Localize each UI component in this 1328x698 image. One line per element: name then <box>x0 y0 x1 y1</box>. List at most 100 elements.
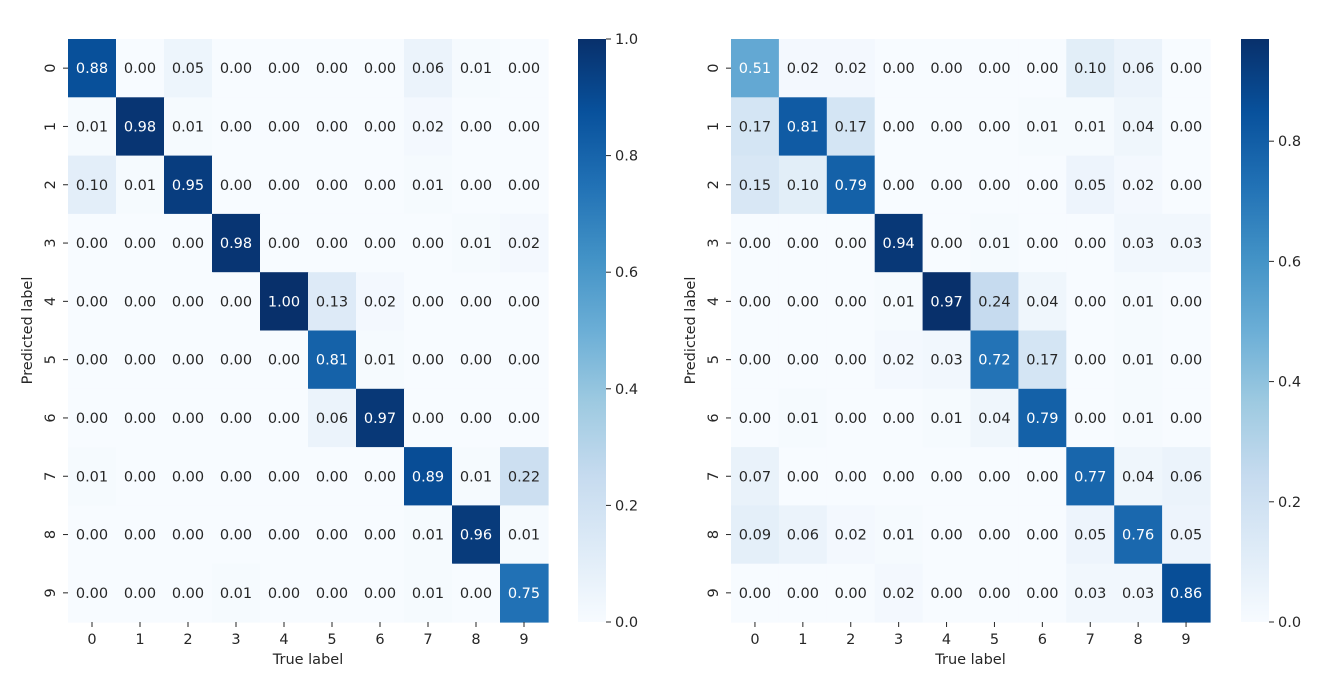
cell-value-label: 0.00 <box>1074 294 1106 310</box>
heatmap-cell <box>1114 155 1163 215</box>
heatmap-cell <box>260 388 309 448</box>
cell-value-label: 0.00 <box>364 528 396 544</box>
cell-value-label: 0.01 <box>1074 119 1106 135</box>
cell-value-label: 0.05 <box>172 61 204 77</box>
cell-value-label: 0.13 <box>316 294 348 310</box>
heatmap-cell <box>260 213 309 273</box>
heatmap-cell <box>922 97 972 157</box>
cell-value-label: 0.01 <box>76 469 108 485</box>
heatmap-cell <box>731 97 780 157</box>
heatmap-cell <box>922 505 972 565</box>
y-tick-label: 0 <box>706 64 722 73</box>
cell-value-label: 0.00 <box>364 61 396 77</box>
heatmap-cell <box>404 97 453 157</box>
heatmap-cell <box>778 505 828 565</box>
heatmap-cell <box>1162 388 1211 448</box>
cell-value-label: 0.00 <box>787 236 819 252</box>
heatmap-cell <box>164 272 213 332</box>
cell-value-label: 0.00 <box>930 586 962 602</box>
cell-value-label: 0.01 <box>412 528 444 544</box>
heatmap-cell <box>404 505 453 565</box>
cell-value-label: 0.00 <box>739 411 771 427</box>
y-tick-label: 2 <box>706 180 722 189</box>
heatmap-cell <box>260 39 309 98</box>
cell-value-label: 0.06 <box>787 528 819 544</box>
heatmap-cell <box>404 563 453 623</box>
heatmap-cell <box>731 39 780 98</box>
x-tick-label: 1 <box>135 632 144 648</box>
cell-value-label: 0.00 <box>412 236 444 252</box>
cell-value-label: 0.03 <box>1122 236 1154 252</box>
heatmap-cell <box>212 563 261 623</box>
cell-value-label: 0.01 <box>76 119 108 135</box>
heatmap-cell <box>1162 505 1211 565</box>
heatmap-cell <box>826 330 876 390</box>
heatmap-cell <box>778 388 828 448</box>
cell-value-label: 0.00 <box>508 353 540 369</box>
cell-value-label: 0.00 <box>220 411 252 427</box>
cell-value-label: 0.06 <box>316 411 348 427</box>
heatmap-cell <box>1066 330 1115 390</box>
cell-value-label: 0.89 <box>412 469 444 485</box>
heatmap-cell <box>68 447 117 506</box>
cell-value-label: 0.00 <box>220 178 252 194</box>
cell-value-label: 0.01 <box>364 353 396 369</box>
heatmap-cell <box>826 213 876 273</box>
y-tick-label: 3 <box>706 238 722 247</box>
cell-value-label: 0.01 <box>1122 411 1154 427</box>
heatmap-cell <box>164 155 213 215</box>
heatmap-cell <box>874 563 924 623</box>
heatmap-cell <box>308 388 357 448</box>
cell-value-label: 0.15 <box>739 178 771 194</box>
cell-value-label: 0.00 <box>316 178 348 194</box>
heatmap-cell <box>404 213 453 273</box>
cell-value-label: 0.00 <box>220 353 252 369</box>
cell-value-label: 0.00 <box>739 586 771 602</box>
cell-value-label: 0.00 <box>835 469 867 485</box>
heatmap-cell <box>1066 563 1115 623</box>
colorbar-tick-label: 0.4 <box>615 382 638 398</box>
cell-value-label: 0.00 <box>1170 294 1202 310</box>
cell-value-label: 0.00 <box>124 236 156 252</box>
cell-value-label: 0.01 <box>460 236 492 252</box>
heatmap-cell <box>308 447 357 506</box>
cell-value-label: 0.00 <box>268 586 300 602</box>
cell-value-label: 0.02 <box>835 528 867 544</box>
cell-value-label: 0.00 <box>220 119 252 135</box>
heatmap-cell <box>164 388 213 448</box>
cell-value-label: 0.00 <box>172 236 204 252</box>
heatmap-cell <box>731 388 780 448</box>
heatmap-cell <box>404 155 453 215</box>
heatmap-cell <box>922 39 972 98</box>
heatmap-cell <box>874 505 924 565</box>
x-tick-label: 2 <box>183 632 192 648</box>
cell-value-label: 0.00 <box>268 61 300 77</box>
cell-value-label: 0.01 <box>883 528 915 544</box>
heatmap-cell <box>778 213 828 273</box>
heatmap-cell <box>970 447 1019 506</box>
heatmap-cell <box>212 505 261 565</box>
heatmap-cell <box>922 330 972 390</box>
heatmap-cell <box>922 563 972 623</box>
cell-value-label: 0.00 <box>883 178 915 194</box>
cell-value-label: 0.00 <box>930 236 962 252</box>
heatmap-cell <box>874 39 924 98</box>
cell-value-label: 0.03 <box>1122 586 1154 602</box>
y-tick-label: 1 <box>43 122 59 131</box>
cell-value-label: 0.98 <box>220 236 252 252</box>
cell-value-label: 0.00 <box>930 61 962 77</box>
heatmap-cell <box>500 505 549 565</box>
cell-value-label: 0.81 <box>787 119 819 135</box>
cell-value-label: 0.06 <box>1170 469 1202 485</box>
cell-value-label: 0.02 <box>883 586 915 602</box>
heatmap-cell <box>260 563 309 623</box>
heatmap-cell <box>452 155 501 215</box>
cell-value-label: 0.00 <box>787 469 819 485</box>
cell-value-label: 0.00 <box>316 119 348 135</box>
cell-value-label: 0.00 <box>412 411 444 427</box>
cell-value-label: 0.03 <box>930 353 962 369</box>
y-tick-label: 2 <box>43 180 59 189</box>
colorbar-tick-label: 0.8 <box>1278 134 1301 150</box>
y-tick-label: 7 <box>706 472 722 481</box>
cell-value-label: 0.17 <box>739 119 771 135</box>
